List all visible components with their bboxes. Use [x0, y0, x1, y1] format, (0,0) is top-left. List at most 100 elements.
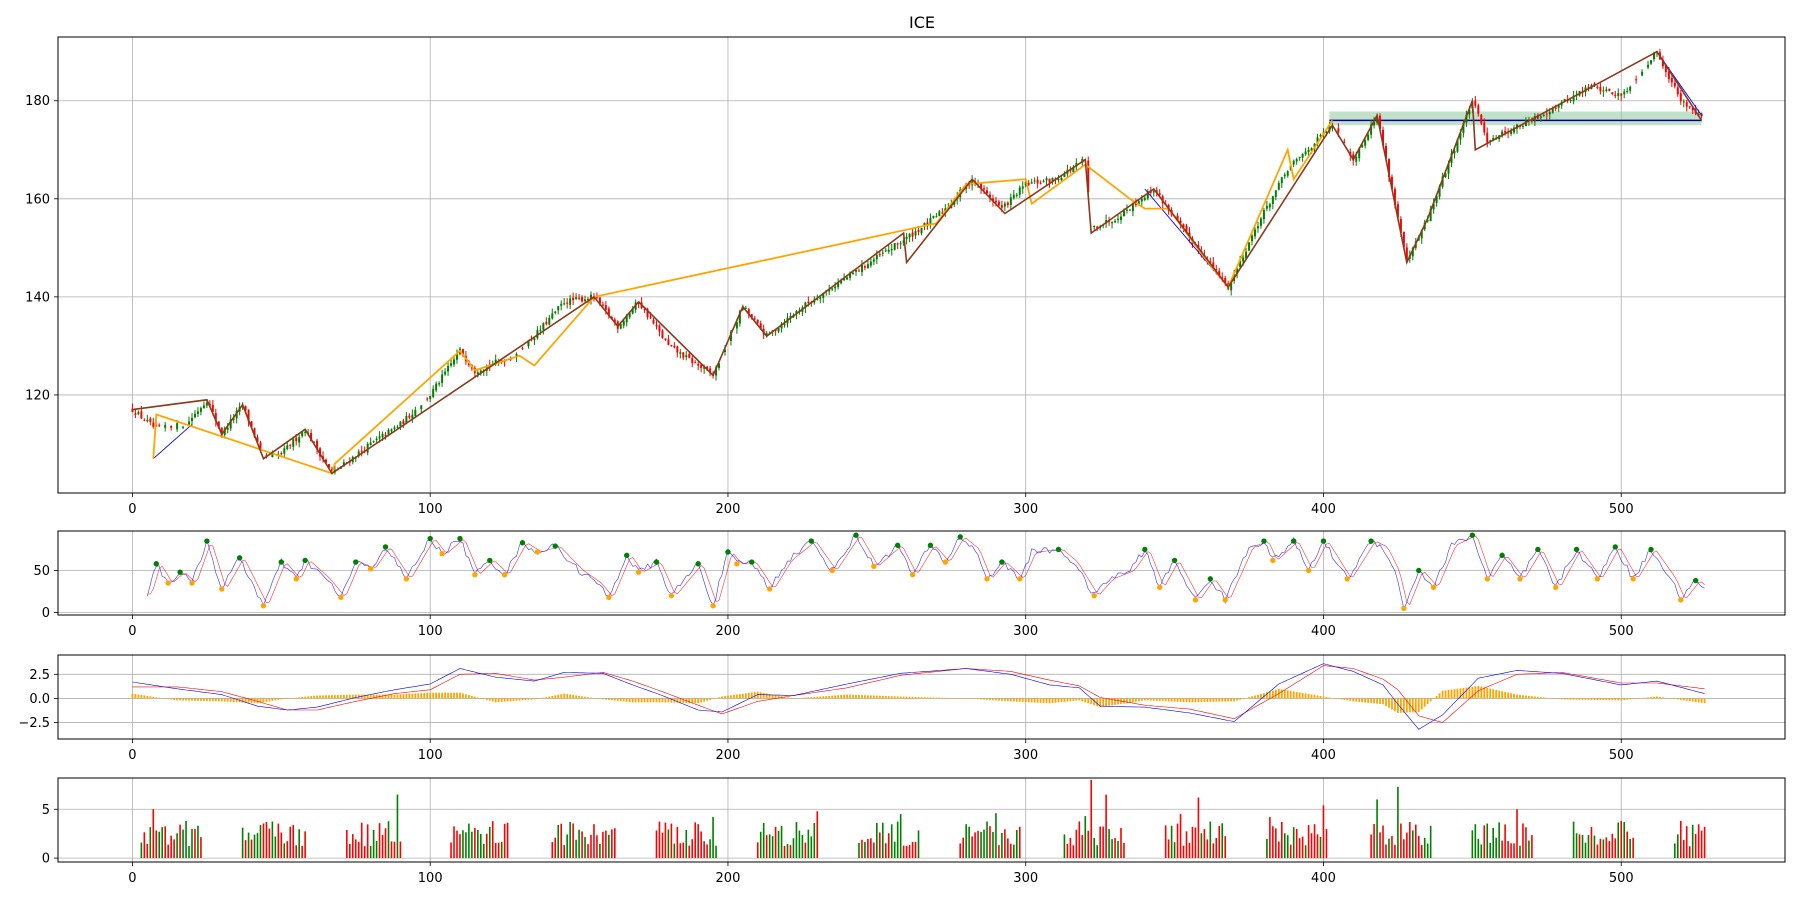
candle-body: [1277, 183, 1280, 190]
candle-body: [834, 286, 837, 289]
candle-body: [581, 297, 584, 302]
histogram-bar: [1361, 698, 1364, 703]
volume-bar: [289, 826, 292, 859]
volume-bar: [1194, 827, 1197, 859]
histogram-bar: [262, 698, 265, 703]
candle-body: [1048, 178, 1051, 183]
volume-bar: [608, 834, 610, 859]
histogram-bar: [331, 695, 333, 699]
candle-body: [527, 340, 530, 347]
histogram-bar: [852, 694, 854, 699]
candle-body: [569, 298, 572, 305]
volume-bar: [369, 845, 372, 859]
trough-marker: [1270, 557, 1276, 564]
histogram-bar: [1703, 698, 1706, 704]
candle-body: [619, 324, 622, 329]
histogram-bar: [712, 698, 714, 700]
histogram-bar: [476, 697, 479, 699]
candle-body: [220, 427, 223, 436]
volume-bar: [140, 842, 143, 859]
histogram-bar: [643, 698, 646, 703]
candle-body: [905, 236, 908, 240]
histogram-bar: [738, 694, 741, 699]
candle-body: [589, 294, 592, 300]
volume-bar: [295, 845, 298, 859]
volume-bar: [765, 835, 768, 859]
histogram-bar: [798, 698, 801, 699]
candle-body: [691, 357, 694, 364]
volume-bar: [1480, 844, 1483, 859]
candle-body: [878, 254, 881, 256]
histogram-bar: [170, 698, 173, 700]
y-tick-label: 160: [25, 192, 50, 207]
candle-body: [1635, 79, 1638, 81]
macd-line: [132, 663, 1705, 730]
volume-bar: [1599, 838, 1602, 859]
y-tick-label: 140: [25, 290, 50, 305]
candle-body: [360, 450, 363, 452]
histogram-bar: [366, 694, 369, 699]
histogram-bar: [1495, 689, 1498, 699]
histogram-bar: [646, 698, 649, 703]
histogram-bar: [914, 696, 917, 699]
volume-bar: [387, 821, 390, 859]
volume-bar: [1700, 830, 1703, 859]
candle-body: [1382, 129, 1385, 146]
candle-body: [804, 302, 807, 308]
volume-bar: [1617, 822, 1620, 859]
peak-marker: [177, 569, 183, 575]
candle-body: [1477, 105, 1480, 114]
volume-bar: [1108, 829, 1110, 859]
candle-body: [1486, 132, 1489, 143]
candle-body: [1352, 154, 1355, 161]
volume-bar: [280, 832, 283, 859]
histogram-bar: [1045, 698, 1048, 704]
candle-body: [310, 432, 313, 442]
histogram-bar: [604, 698, 607, 700]
volume-bar: [1087, 830, 1090, 859]
x-tick-label: 300: [1013, 871, 1038, 886]
candle-body: [1280, 177, 1283, 184]
peak-marker: [927, 542, 934, 548]
volume-bar: [1123, 842, 1125, 859]
histogram-bar: [622, 698, 625, 702]
volume-bar: [393, 841, 396, 859]
trough-marker: [1630, 576, 1636, 582]
candle-body: [1337, 128, 1340, 133]
x-tick-label: 300: [1013, 748, 1038, 763]
volume-bar: [271, 821, 274, 859]
candle-body: [991, 198, 994, 202]
histogram-bar: [840, 695, 843, 699]
volume-bar: [1170, 825, 1173, 859]
trough-marker: [668, 592, 675, 599]
candle-body: [1230, 280, 1233, 291]
candle-body: [1131, 202, 1134, 212]
volume-bar: [614, 828, 616, 859]
candle-body: [843, 278, 846, 281]
volume-bar: [1010, 843, 1012, 859]
candle-body: [149, 418, 152, 422]
candle-body: [682, 352, 685, 358]
peak-marker: [1261, 538, 1267, 544]
volume-bar: [867, 838, 869, 859]
histogram-bar: [1191, 698, 1194, 703]
candle-body: [438, 383, 441, 385]
candle-body: [1045, 178, 1048, 181]
trough-marker: [710, 603, 716, 609]
histogram-bar: [405, 693, 408, 699]
histogram-bar: [822, 696, 825, 699]
histogram-bar: [1420, 698, 1423, 710]
volume-bar: [262, 823, 265, 859]
histogram-bar: [217, 698, 220, 702]
histogram-bar: [1179, 698, 1182, 702]
volume-bar: [1266, 838, 1268, 859]
histogram-bar: [1289, 690, 1292, 699]
candle-body: [494, 359, 497, 364]
histogram-bar: [1569, 698, 1572, 700]
volume-bar: [986, 821, 988, 859]
histogram-bar: [1021, 698, 1024, 702]
volume-bar: [575, 839, 577, 859]
histogram-bar: [429, 692, 432, 699]
histogram-bar: [1331, 697, 1334, 699]
candle-body: [414, 409, 417, 416]
